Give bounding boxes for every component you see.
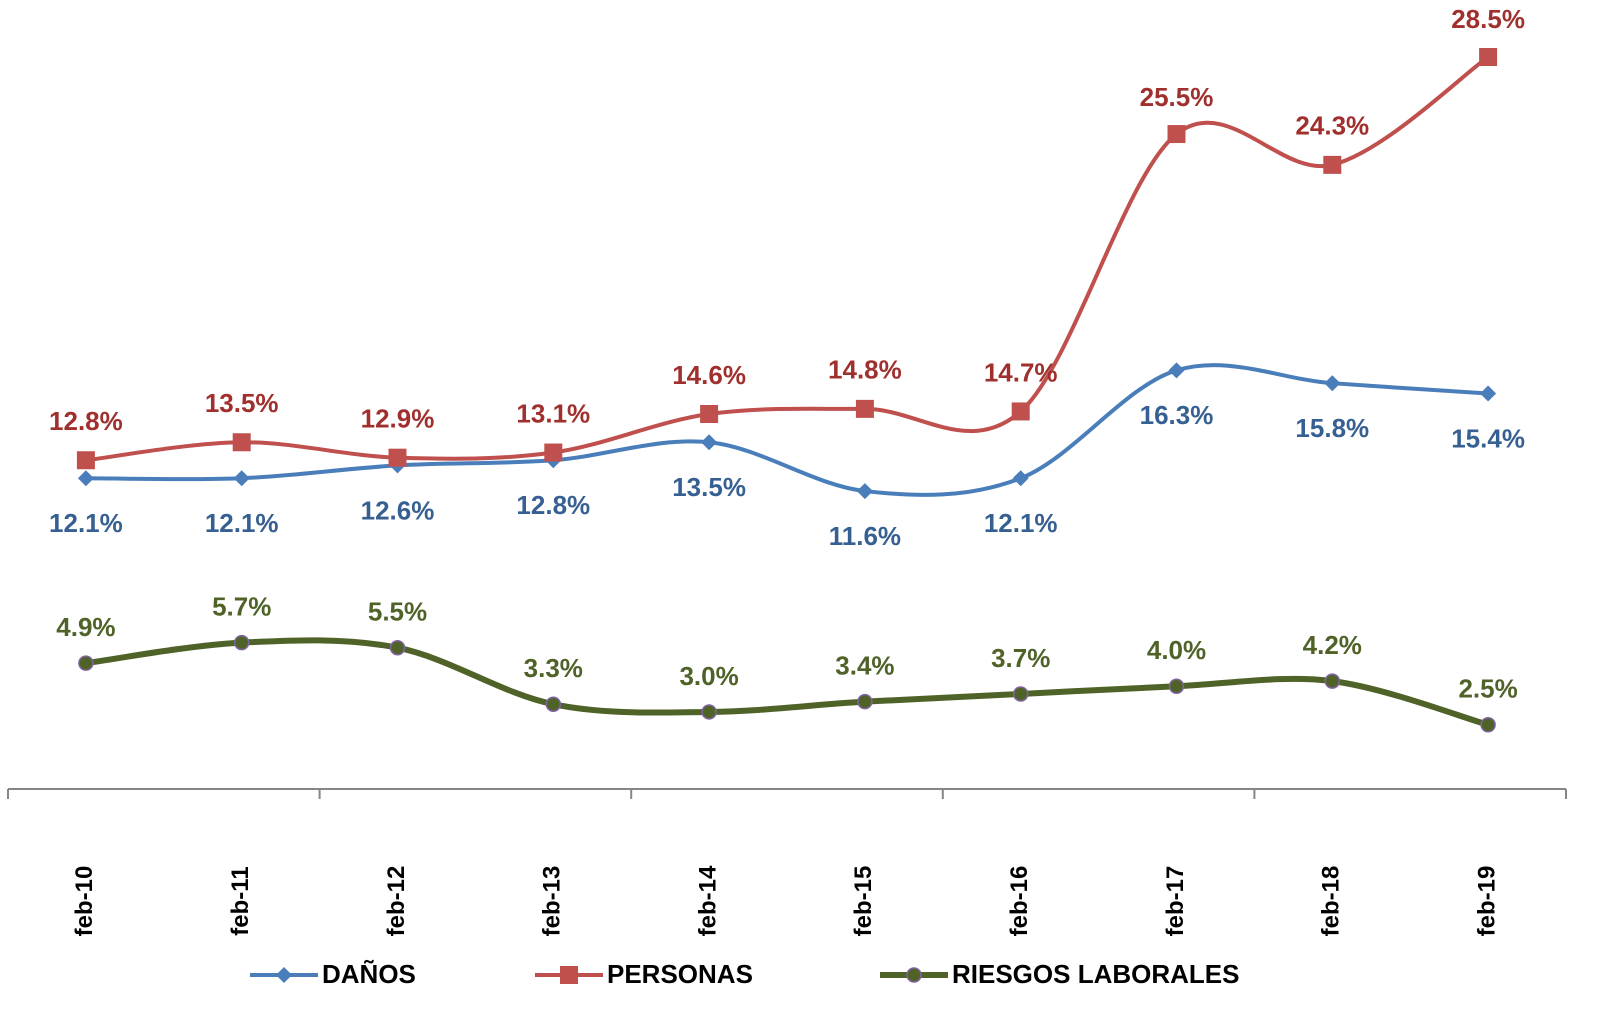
marker — [388, 448, 407, 467]
marker — [701, 704, 717, 720]
data-label: 12.1% — [205, 508, 279, 538]
data-label: 4.0% — [1147, 635, 1206, 665]
marker — [233, 470, 250, 487]
data-label: 4.9% — [56, 612, 115, 642]
x-tick-label: feb-14 — [694, 865, 721, 936]
legend-marker — [276, 967, 292, 983]
marker — [1012, 470, 1029, 487]
marker — [855, 399, 874, 418]
data-label: 12.9% — [361, 404, 435, 434]
data-label: 28.5% — [1451, 4, 1525, 34]
data-label: 14.8% — [828, 355, 902, 385]
marker — [77, 470, 94, 487]
marker — [700, 405, 719, 424]
data-label: 5.5% — [368, 597, 427, 627]
marker — [232, 433, 251, 452]
x-tick-label: feb-19 — [1473, 866, 1500, 937]
x-tick-label: feb-18 — [1318, 866, 1345, 937]
x-tick-label: feb-17 — [1162, 866, 1189, 937]
data-label: 3.4% — [835, 651, 894, 681]
marker — [544, 443, 563, 462]
x-tick-label: feb-12 — [383, 866, 410, 937]
x-tick-label: feb-11 — [227, 866, 254, 935]
data-label: 12.6% — [361, 495, 435, 525]
data-label: 13.1% — [516, 398, 590, 428]
data-label: 3.3% — [524, 653, 583, 683]
marker — [1324, 673, 1341, 689]
marker — [1168, 362, 1185, 379]
marker — [1480, 385, 1497, 402]
data-label: 12.8% — [516, 490, 590, 520]
data-label: 15.8% — [1295, 413, 1369, 443]
marker — [1168, 678, 1185, 695]
marker — [1324, 375, 1341, 392]
x-tick-label: feb-15 — [850, 866, 877, 937]
data-label: 13.5% — [672, 472, 746, 502]
data-label: 3.7% — [991, 643, 1050, 673]
data-label: 24.3% — [1295, 111, 1369, 141]
line — [85, 637, 1489, 728]
data-label: 11.6% — [829, 521, 901, 551]
data-label: 13.5% — [205, 388, 279, 418]
marker — [1011, 402, 1030, 421]
data-label: 12.1% — [49, 508, 123, 538]
data-label: 16.3% — [1140, 400, 1214, 430]
marker — [701, 434, 718, 451]
marker — [1480, 717, 1496, 733]
marker — [76, 451, 95, 470]
x-tick-label: feb-13 — [539, 866, 566, 937]
data-label: 3.0% — [679, 661, 738, 691]
data-label: 12.8% — [49, 406, 123, 436]
marker — [857, 693, 873, 710]
data-label: 5.7% — [212, 591, 271, 621]
x-tick-label: feb-16 — [1006, 866, 1033, 937]
marker — [545, 696, 562, 712]
legend-label: RIESGOS LABORALES — [952, 959, 1239, 989]
marker — [1479, 48, 1498, 66]
data-label: 2.5% — [1458, 674, 1517, 704]
data-label: 14.6% — [672, 360, 746, 390]
legend-marker — [906, 967, 922, 983]
legend-marker — [560, 966, 578, 984]
data-label: 4.2% — [1303, 630, 1362, 660]
marker — [1323, 155, 1342, 174]
marker — [1012, 686, 1029, 702]
data-label: 25.5% — [1140, 82, 1214, 112]
line — [85, 55, 1490, 463]
marker — [78, 655, 94, 671]
data-label: 14.7% — [984, 357, 1058, 387]
legend-label: DAÑOS — [322, 959, 416, 989]
marker — [1167, 125, 1186, 144]
legend-label: PERSONAS — [607, 959, 753, 989]
line — [85, 363, 1489, 497]
x-tick-label: feb-10 — [71, 866, 98, 937]
marker — [856, 483, 873, 500]
marker — [233, 634, 250, 651]
data-label: 15.4% — [1451, 423, 1525, 453]
data-label: 12.1% — [984, 508, 1058, 538]
marker — [389, 639, 406, 656]
